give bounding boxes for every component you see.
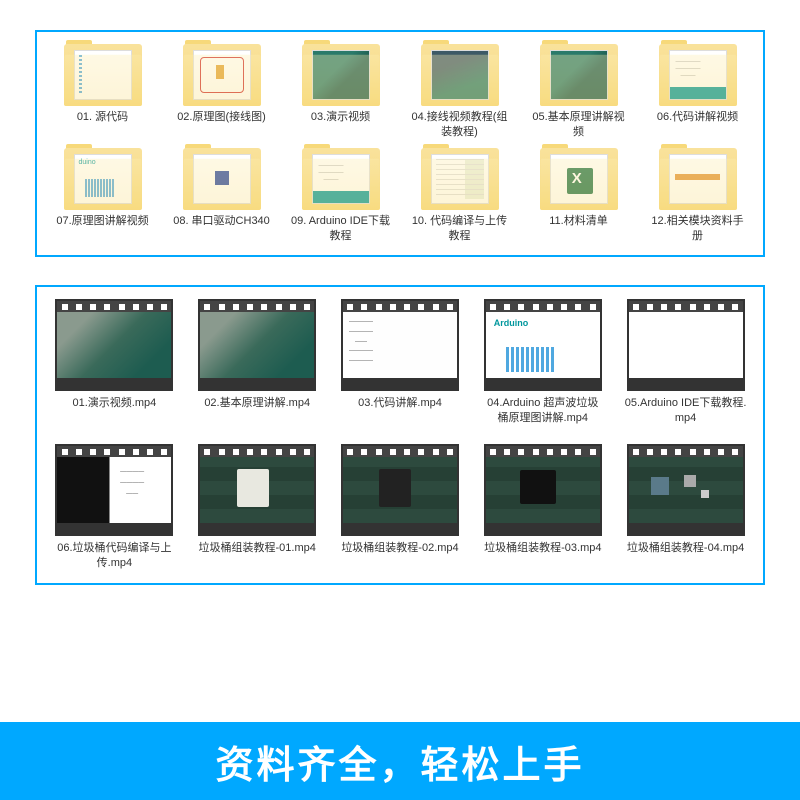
folder-label: 02.原理图(接线图) [177, 110, 266, 125]
folder-item[interactable]: 04.接线视频教程(组装教程) [404, 44, 515, 140]
video-label: 02.基本原理讲解.mp4 [204, 396, 310, 411]
folder-item[interactable]: 08. 串口驱动CH340 [166, 148, 277, 244]
video-label: 05.Arduino IDE下载教程.mp4 [625, 396, 747, 426]
folder-item[interactable]: 05.基本原理讲解视频 [523, 44, 634, 140]
video-label: 04.Arduino 超声波垃圾桶原理图讲解.mp4 [482, 396, 604, 426]
folder-icon [421, 148, 499, 210]
folder-item[interactable]: 03.演示视频 [285, 44, 396, 140]
video-thumbnail [341, 444, 459, 536]
folder-label: 07.原理图讲解视频 [56, 214, 148, 229]
video-label: 垃圾桶组装教程-04.mp4 [627, 541, 744, 556]
video-thumbnail [627, 299, 745, 391]
folder-icon [540, 44, 618, 106]
folder-label: 08. 串口驱动CH340 [173, 214, 270, 229]
folder-label: 09. Arduino IDE下载教程 [291, 214, 391, 244]
video-item[interactable]: 05.Arduino IDE下载教程.mp4 [618, 299, 753, 426]
folder-label: 01. 源代码 [77, 110, 128, 125]
video-thumbnail [484, 299, 602, 391]
folder-label: 03.演示视频 [311, 110, 370, 125]
video-label: 06.垃圾桶代码编译与上传.mp4 [53, 541, 175, 571]
video-item[interactable]: 垃圾桶组装教程-01.mp4 [190, 444, 325, 571]
folders-grid: 01. 源代码 02.原理图(接线图) 03.演示视频 04.接线视频教程(组装… [47, 44, 753, 243]
folder-label: 10. 代码编译与上传教程 [410, 214, 510, 244]
video-thumbnail [627, 444, 745, 536]
video-item[interactable]: 06.垃圾桶代码编译与上传.mp4 [47, 444, 182, 571]
folder-icon [183, 44, 261, 106]
video-label: 垃圾桶组装教程-03.mp4 [484, 541, 601, 556]
video-item[interactable]: 01.演示视频.mp4 [47, 299, 182, 426]
video-thumbnail [341, 299, 459, 391]
video-label: 01.演示视频.mp4 [73, 396, 157, 411]
video-label: 垃圾桶组装教程-01.mp4 [199, 541, 316, 556]
video-thumbnail [198, 444, 316, 536]
folder-item[interactable]: 10. 代码编译与上传教程 [404, 148, 515, 244]
folder-icon [183, 148, 261, 210]
video-label: 垃圾桶组装教程-02.mp4 [341, 541, 458, 556]
banner-text: 资料齐全，轻松上手 [215, 734, 584, 789]
folders-panel: 01. 源代码 02.原理图(接线图) 03.演示视频 04.接线视频教程(组装… [35, 30, 765, 257]
video-label: 03.代码讲解.mp4 [358, 396, 442, 411]
folder-label: 06.代码讲解视频 [657, 110, 738, 125]
folder-icon [64, 44, 142, 106]
video-item[interactable]: 02.基本原理讲解.mp4 [190, 299, 325, 426]
folder-icon [302, 44, 380, 106]
video-item[interactable]: 垃圾桶组装教程-04.mp4 [618, 444, 753, 571]
video-item[interactable]: 04.Arduino 超声波垃圾桶原理图讲解.mp4 [475, 299, 610, 426]
folder-icon [302, 148, 380, 210]
video-thumbnail [55, 299, 173, 391]
folder-item[interactable]: 12.相关模块资料手册 [642, 148, 753, 244]
folder-item[interactable]: 02.原理图(接线图) [166, 44, 277, 140]
folder-icon [659, 44, 737, 106]
folder-label: 12.相关模块资料手册 [648, 214, 748, 244]
folder-icon [64, 148, 142, 210]
folder-label: 11.材料清单 [549, 214, 607, 229]
videos-row-2: 06.垃圾桶代码编译与上传.mp4 垃圾桶组装教程-01.mp4 垃圾桶组装教程… [47, 444, 753, 571]
folder-icon [659, 148, 737, 210]
videos-row-1: 01.演示视频.mp4 02.基本原理讲解.mp4 03.代码讲解.mp4 04… [47, 299, 753, 426]
folder-item[interactable]: 06.代码讲解视频 [642, 44, 753, 140]
video-item[interactable]: 03.代码讲解.mp4 [333, 299, 468, 426]
video-item[interactable]: 垃圾桶组装教程-02.mp4 [333, 444, 468, 571]
folder-item[interactable]: 07.原理图讲解视频 [47, 148, 158, 244]
folder-icon [540, 148, 618, 210]
videos-panel: 01.演示视频.mp4 02.基本原理讲解.mp4 03.代码讲解.mp4 04… [35, 285, 765, 584]
content-container: 01. 源代码 02.原理图(接线图) 03.演示视频 04.接线视频教程(组装… [0, 0, 800, 585]
folder-item[interactable]: 09. Arduino IDE下载教程 [285, 148, 396, 244]
video-thumbnail [484, 444, 602, 536]
folder-icon [421, 44, 499, 106]
folder-label: 04.接线视频教程(组装教程) [410, 110, 510, 140]
folder-item[interactable]: 11.材料清单 [523, 148, 634, 244]
video-thumbnail [198, 299, 316, 391]
video-item[interactable]: 垃圾桶组装教程-03.mp4 [475, 444, 610, 571]
banner: 资料齐全，轻松上手 [0, 722, 800, 800]
video-thumbnail [55, 444, 173, 536]
folder-item[interactable]: 01. 源代码 [47, 44, 158, 140]
folder-label: 05.基本原理讲解视频 [529, 110, 629, 140]
